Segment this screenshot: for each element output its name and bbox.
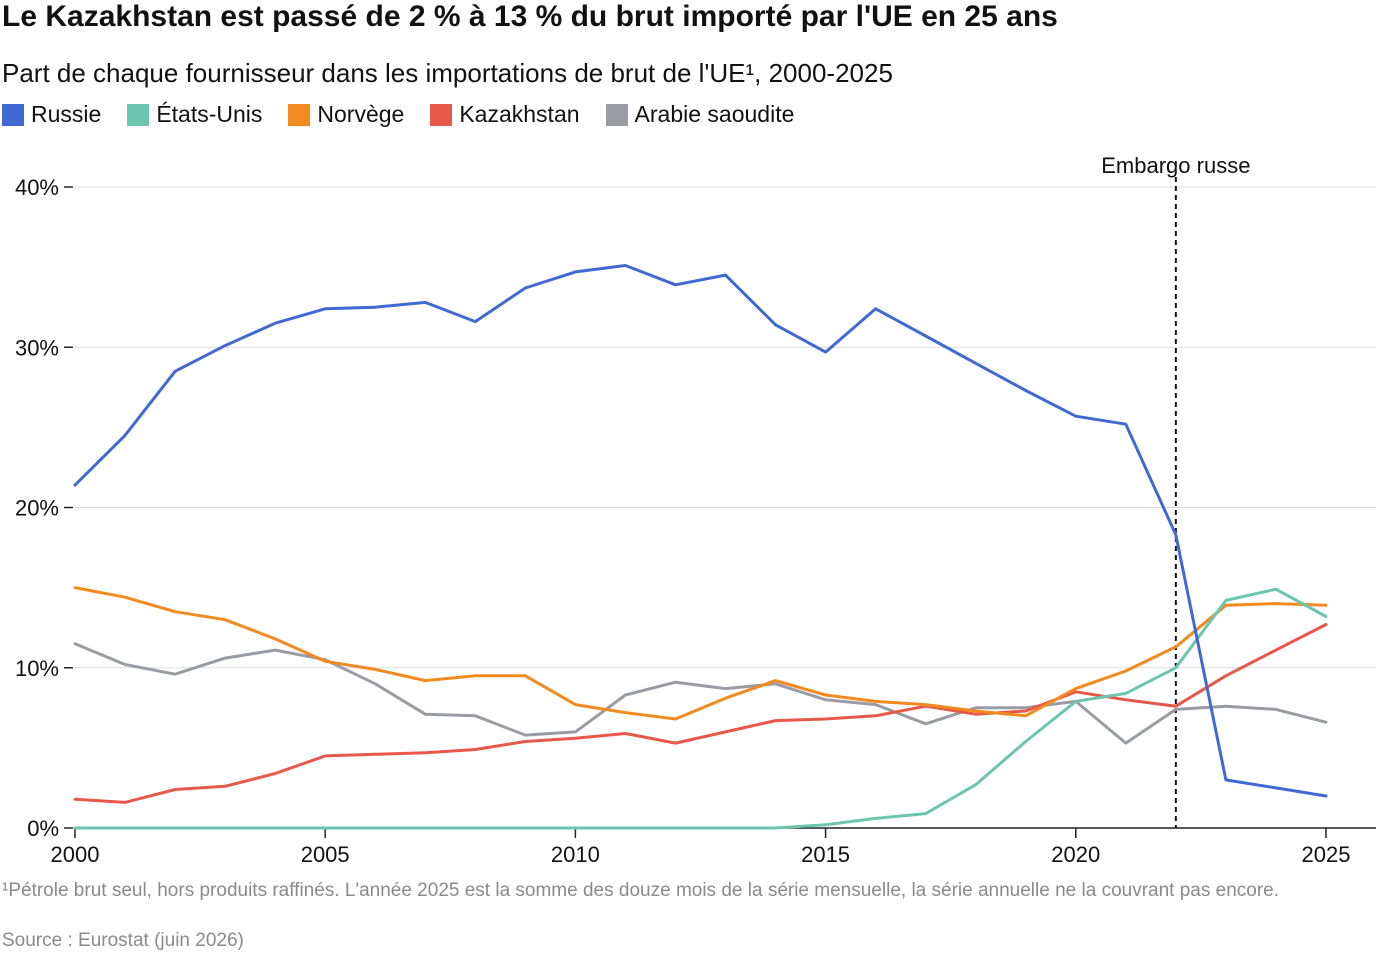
legend-label: Kazakhstan — [459, 101, 580, 127]
source-note: Source : Eurostat (juin 2026) — [2, 930, 244, 951]
legend-label: États-Unis — [156, 101, 263, 127]
legend-label: Arabie saoudite — [634, 101, 795, 127]
embargo-label: Embargo russe — [1101, 153, 1250, 178]
x-tick-label: 2015 — [801, 842, 850, 867]
y-tick-label: 20% — [15, 496, 59, 521]
legend-item: Russie — [2, 101, 101, 128]
legend-swatch — [127, 103, 150, 126]
legend-item: États-Unis — [127, 101, 262, 128]
series-line-norv-ge — [73, 586, 1328, 721]
legend-label: Russie — [31, 101, 102, 127]
series-line-kazakhstan — [73, 623, 1328, 804]
legend-item: Norvège — [288, 101, 404, 128]
x-tick-label: 2010 — [551, 842, 600, 867]
series-line-russie — [73, 264, 1328, 798]
x-tick-label: 2020 — [1051, 842, 1100, 867]
y-tick-label: 10% — [15, 656, 59, 681]
series-line--tats-unis — [73, 587, 1328, 830]
chart-subtitle: Part de chaque fournisseur dans les impo… — [2, 58, 893, 88]
y-tick-label: 30% — [15, 335, 59, 360]
x-tick-label: 2000 — [51, 842, 100, 867]
series-line-arabie-saoudite — [73, 642, 1328, 745]
legend-item: Arabie saoudite — [605, 101, 795, 128]
legend-item: Kazakhstan — [430, 101, 580, 128]
legend-swatch — [430, 103, 453, 126]
legend-swatch — [288, 103, 311, 126]
legend-swatch — [2, 103, 24, 126]
legend-swatch — [605, 103, 628, 126]
x-tick-label: 2005 — [301, 842, 350, 867]
y-tick-label: 40% — [15, 175, 59, 200]
x-tick-label: 2025 — [1301, 842, 1350, 867]
line-chart: 0% 10% 20% 30% 40% 2000 2005 2010 2015 2020 2025 Em… — [15, 153, 1376, 867]
y-tick-label: 0% — [27, 816, 59, 841]
footnote: ¹Pétrole brut seul, hors produits raffin… — [2, 880, 1280, 901]
legend: Russie États-Unis Norvège Kazakhstan Arabie … — [2, 101, 794, 128]
legend-label: Norvège — [317, 101, 405, 127]
chart-title: Le Kazakhstan est passé de 2 % à 13 % du… — [2, 0, 1058, 33]
